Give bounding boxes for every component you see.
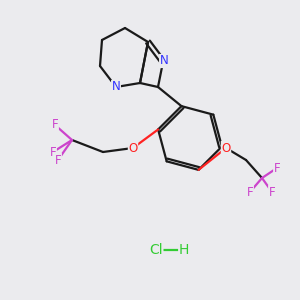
Text: N: N: [112, 80, 120, 94]
Text: H: H: [179, 243, 189, 257]
Text: F: F: [52, 118, 58, 131]
Text: Cl: Cl: [149, 243, 163, 257]
Text: F: F: [274, 161, 280, 175]
Text: O: O: [128, 142, 138, 154]
Text: O: O: [221, 142, 231, 154]
Text: F: F: [55, 154, 61, 166]
Text: F: F: [269, 185, 275, 199]
Text: F: F: [50, 146, 56, 158]
Text: F: F: [247, 185, 253, 199]
Text: N: N: [160, 55, 168, 68]
